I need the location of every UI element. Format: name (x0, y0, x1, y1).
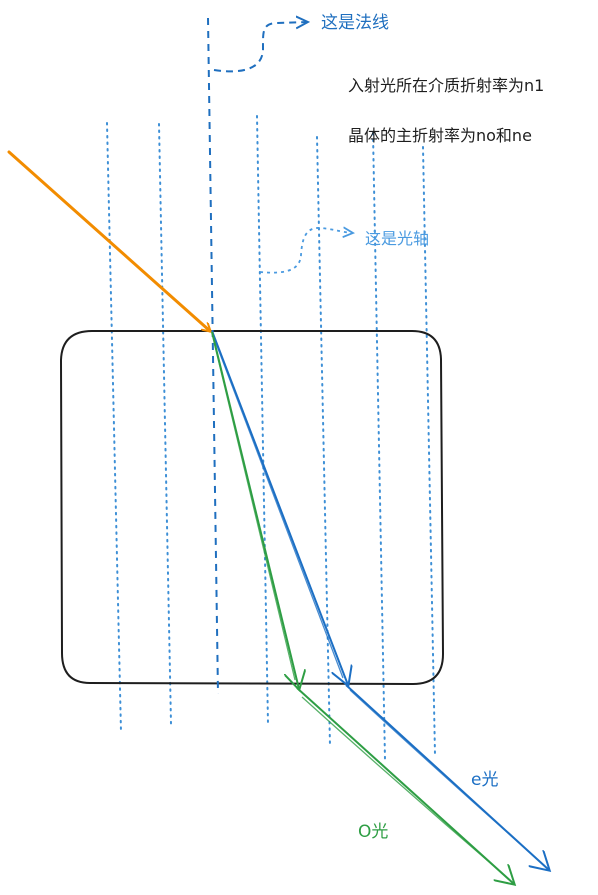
crystal-indices-text: 晶体的主折射率为no和ne (348, 126, 532, 145)
optic-axis-line-5 (372, 132, 386, 761)
o-ray-label: O光 (358, 822, 388, 842)
e-ray-label: e光 (471, 770, 498, 790)
optic-axis-line-3 (256, 115, 269, 725)
crystal-outline (60, 330, 444, 685)
o-ray-outside-sketch (301, 696, 511, 881)
optic-axis-line-6 (422, 146, 436, 756)
optic-axis-lines (106, 115, 436, 761)
normal-line (207, 17, 219, 695)
incident-ray (7, 150, 210, 331)
normal-pointer-arrow (213, 22, 308, 73)
e-ray-outside-sketch (349, 689, 546, 867)
e-ray-inside-sketch (213, 337, 344, 679)
optic-axis-line-1 (106, 122, 122, 733)
incident-medium-text: 入射光所在介质折射率为n1 (348, 76, 544, 95)
normal-label: 这是法线 (321, 13, 389, 33)
optic-axis-line-4 (316, 136, 331, 747)
optic-axis-label: 这是光轴 (365, 229, 429, 248)
o-ray-inside-sketch (213, 341, 296, 681)
optic-axis-pointer-arrow (259, 228, 353, 274)
e-ray-inside (211, 330, 348, 685)
o-ray-outside (296, 687, 514, 884)
optic-axis-line-2 (158, 123, 172, 725)
